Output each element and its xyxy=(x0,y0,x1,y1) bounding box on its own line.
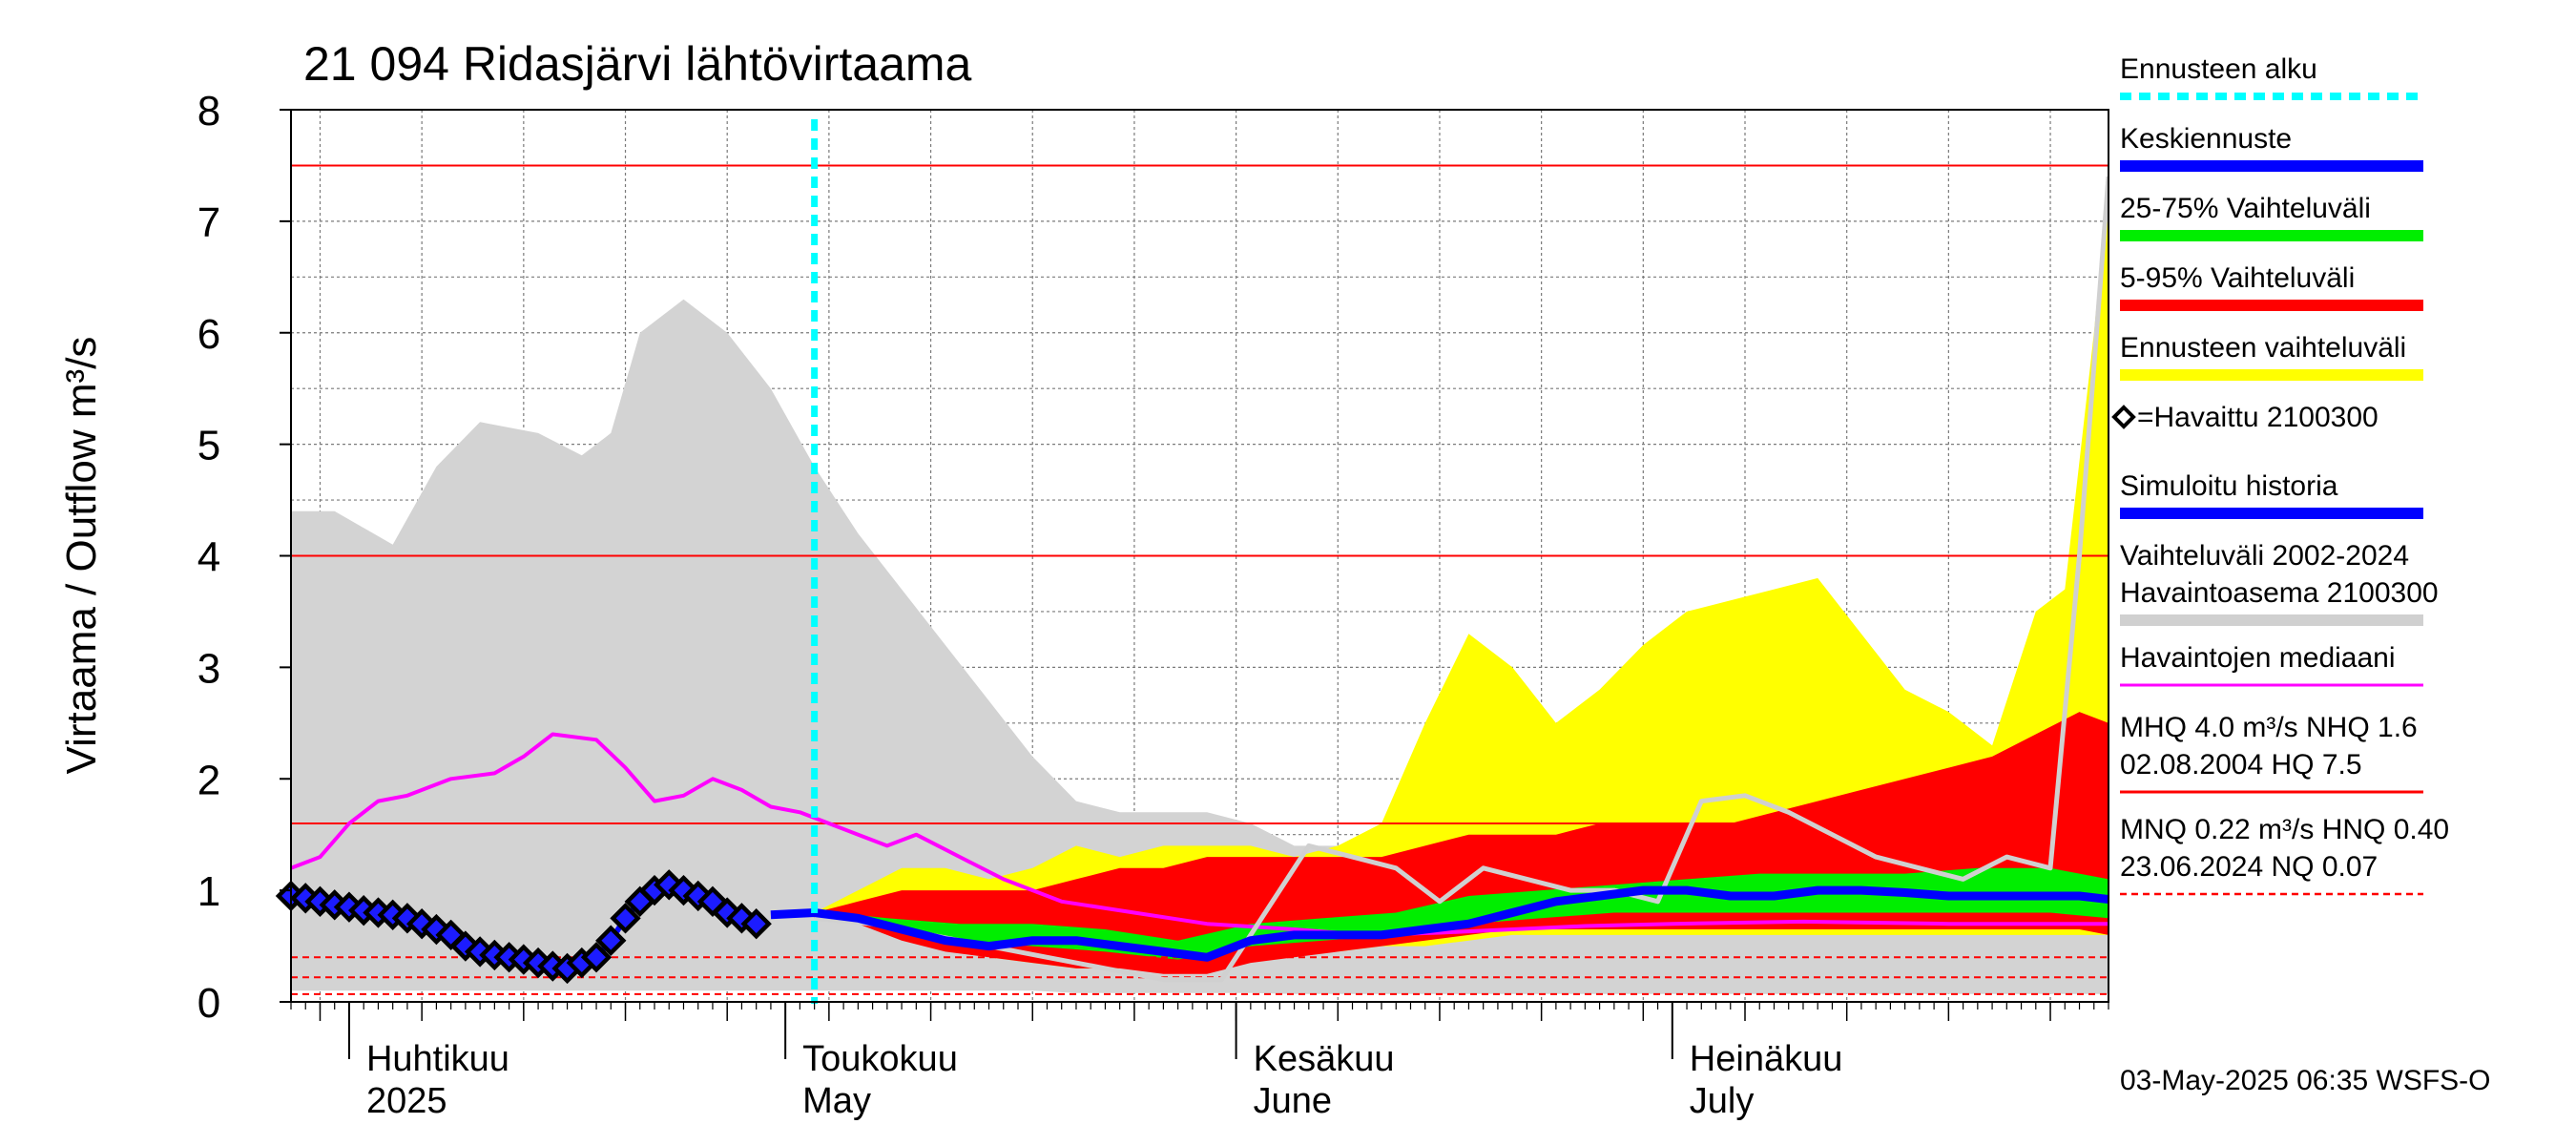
month-label: Kesäkuu xyxy=(1254,1039,1395,1079)
y-tick-label: 6 xyxy=(197,311,220,358)
y-tick-label: 8 xyxy=(197,88,220,135)
legend-label-2: Havaintoasema 2100300 xyxy=(2120,577,2439,609)
month-label: Toukokuu xyxy=(802,1039,958,1079)
y-axis: 0 1 2 3 4 5 6 7 8 xyxy=(197,88,291,1027)
series-line-4 xyxy=(291,732,2109,937)
legend: Ennusteen alku Keskiennuste 25-75% Vaihtel… xyxy=(2111,53,2449,896)
legend-item-4: Ennusteen vaihteluväli xyxy=(2120,332,2423,381)
legend-item-8: Havaintojen mediaani xyxy=(2120,642,2423,687)
legend-label: Vaihteluväli 2002-2024 xyxy=(2120,540,2409,572)
y-tick-label: 1 xyxy=(197,868,220,915)
band-0 xyxy=(291,299,2109,994)
legend-label: MHQ 4.0 m³/s NHQ 1.6 xyxy=(2120,712,2418,743)
legend-item-10: MNQ 0.22 m³/s HNQ 0.40 23.06.2024 NQ 0.07 xyxy=(2120,814,2449,896)
month-sublabel: May xyxy=(802,1081,871,1121)
band-1 xyxy=(814,177,2109,968)
y-axis-label: Virtaama / Outflow m³/s xyxy=(58,337,105,775)
observed-point xyxy=(740,908,772,940)
series-line-6 xyxy=(770,885,2109,962)
legend-item-9: MHQ 4.0 m³/s NHQ 1.6 02.08.2004 HQ 7.5 xyxy=(2120,712,2423,794)
legend-label-2: 02.08.2004 HQ 7.5 xyxy=(2120,749,2362,781)
observed-point xyxy=(405,908,438,940)
legend-item-3: 5-95% Vaihteluväli xyxy=(2120,262,2423,311)
month-sublabel: June xyxy=(1254,1081,1332,1121)
y-tick-label: 4 xyxy=(197,534,220,581)
legend-label: 25-75% Vaihteluväli xyxy=(2120,193,2371,224)
legend-label: Ennusteen alku xyxy=(2120,53,2317,85)
series-line-5 xyxy=(814,176,2109,983)
legend-label: Simuloitu historia xyxy=(2120,470,2338,502)
observed-point xyxy=(595,925,627,956)
legend-label-2: 23.06.2024 NQ 0.07 xyxy=(2120,851,2378,883)
range-bands xyxy=(291,177,2109,994)
observed-point xyxy=(580,942,613,973)
legend-label: 5-95% Vaihteluväli xyxy=(2120,262,2355,294)
legend-label: Havaintojen mediaani xyxy=(2120,642,2396,674)
series-lines xyxy=(291,176,2109,983)
observed-point xyxy=(696,885,729,917)
month-label: Huhtikuu xyxy=(366,1039,509,1079)
legend-label: =Havaittu 2100300 xyxy=(2137,402,2379,433)
y-tick-label: 3 xyxy=(197,645,220,692)
chart-title: 21 094 Ridasjärvi lähtövirtaama xyxy=(303,37,972,91)
y-tick-label: 5 xyxy=(197,423,220,469)
legend-label: MNQ 0.22 m³/s HNQ 0.40 xyxy=(2120,814,2449,845)
legend-item-5: =Havaittu 2100300 xyxy=(2111,402,2379,433)
timestamp-footer: 03-May-2025 06:35 WSFS-O xyxy=(2120,1065,2491,1096)
legend-item-6: Simuloitu historia xyxy=(2120,470,2423,519)
legend-item-0: Ennusteen alku xyxy=(2120,53,2423,100)
legend-item-7: Vaihteluväli 2002-2024 Havaintoasema 210… xyxy=(2120,540,2439,626)
month-sublabel: 2025 xyxy=(366,1081,447,1121)
observed-point xyxy=(391,903,424,934)
observed-point xyxy=(726,903,758,934)
legend-label: Ennusteen vaihteluväli xyxy=(2120,332,2406,364)
observed-point xyxy=(610,903,641,934)
legend-item-1: Keskiennuste xyxy=(2120,123,2423,172)
observed-point xyxy=(682,880,714,912)
y-tick-label: 7 xyxy=(197,199,220,246)
observed-markers xyxy=(275,869,772,985)
legend-item-2: 25-75% Vaihteluväli xyxy=(2120,193,2423,241)
legend-diamond-swatch xyxy=(2111,405,2136,429)
y-tick-label: 2 xyxy=(197,757,220,803)
month-sublabel: July xyxy=(1690,1081,1755,1121)
y-tick-label: 0 xyxy=(197,980,220,1027)
month-label: Heinäkuu xyxy=(1690,1039,1843,1079)
legend-label: Keskiennuste xyxy=(2120,123,2292,155)
